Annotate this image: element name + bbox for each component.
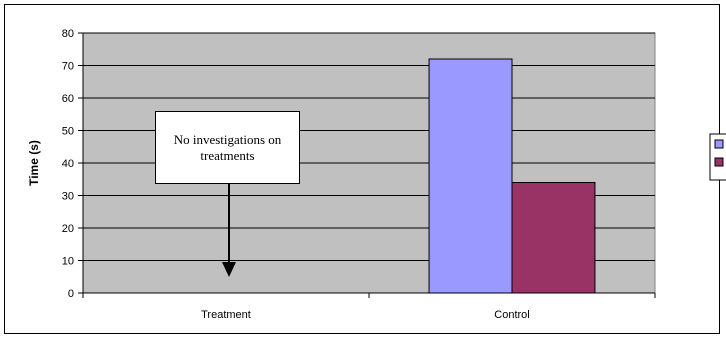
- y-tick-label: 40: [62, 158, 74, 170]
- legend: Trial 8Trial 9: [709, 133, 726, 181]
- x-tick-label: Treatment: [201, 309, 251, 321]
- x-tick-label: Control: [494, 309, 529, 321]
- y-tick-label: 30: [62, 191, 74, 203]
- y-axis-title: Time (s): [27, 140, 41, 186]
- y-tick-label: 10: [62, 256, 74, 268]
- bar: [428, 58, 513, 294]
- y-tick-label: 20: [62, 223, 74, 235]
- axes: [78, 32, 656, 298]
- annotation-text: No investigations on treatments: [173, 131, 282, 163]
- plot-area: 0 10 20 30 40 50 60 70 80 Treatment Control Time …: [27, 28, 656, 321]
- annotation-box: No investigations on treatments: [155, 111, 300, 184]
- bar: [511, 182, 596, 294]
- annotation-arrow: [222, 184, 236, 277]
- y-tick-labels: 0 10 20 30 40 50 60 70 80: [62, 28, 74, 300]
- y-tick-label: 70: [62, 61, 74, 73]
- legend-swatch: [714, 139, 724, 149]
- legend-swatch: [714, 157, 724, 167]
- y-tick-label: 80: [62, 28, 74, 40]
- bars: [428, 58, 596, 294]
- y-tick-label: 0: [68, 288, 74, 300]
- x-tick-labels: Treatment Control: [201, 309, 530, 321]
- arrow-head: [222, 262, 236, 277]
- y-tick-label: 50: [62, 126, 74, 138]
- y-tick-label: 60: [62, 93, 74, 105]
